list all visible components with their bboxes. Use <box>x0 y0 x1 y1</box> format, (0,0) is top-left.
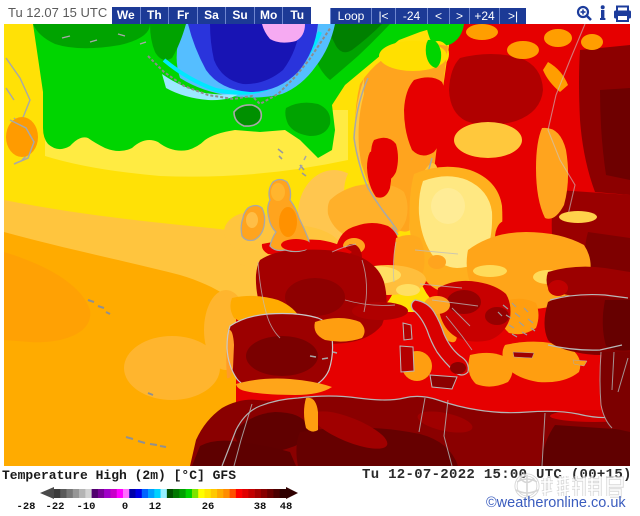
svg-text:-10: -10 <box>77 501 96 513</box>
svg-text:26: 26 <box>202 501 215 513</box>
svg-text:-28: -28 <box>17 501 36 513</box>
svg-text:48: 48 <box>280 501 293 513</box>
svg-text:-22: -22 <box>46 501 65 513</box>
svg-text:38: 38 <box>254 501 267 513</box>
svg-text:0: 0 <box>122 501 128 513</box>
svg-text:12: 12 <box>149 501 162 513</box>
